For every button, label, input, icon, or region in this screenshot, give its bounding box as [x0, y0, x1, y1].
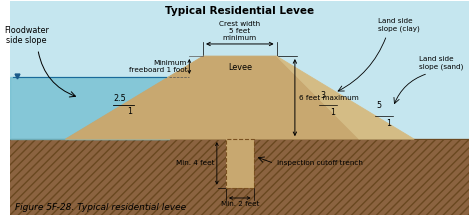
- Text: Typical Residential Levee: Typical Residential Levee: [165, 6, 314, 16]
- Text: 1: 1: [127, 106, 132, 116]
- Bar: [226, 139, 254, 188]
- Bar: [10, 1, 469, 139]
- Text: Land side
slope (sand): Land side slope (sand): [419, 56, 463, 70]
- Text: 5: 5: [377, 102, 382, 111]
- Text: Inspection cutoff trench: Inspection cutoff trench: [276, 160, 363, 166]
- Bar: [10, 139, 469, 215]
- Text: Figure 5F-28. Typical residential levee: Figure 5F-28. Typical residential levee: [15, 203, 186, 212]
- Bar: [10, 139, 469, 215]
- Text: 1: 1: [330, 108, 335, 117]
- Text: Crest width
5 feet
minimum: Crest width 5 feet minimum: [219, 21, 260, 41]
- Text: Floodwater
side slope: Floodwater side slope: [4, 26, 49, 45]
- Text: 1: 1: [386, 119, 391, 128]
- Bar: [226, 139, 254, 188]
- Text: Min. 2 feet: Min. 2 feet: [220, 202, 259, 207]
- Text: 3: 3: [321, 91, 326, 100]
- Text: Levee: Levee: [228, 63, 252, 72]
- Text: 2.5: 2.5: [114, 94, 127, 103]
- Polygon shape: [276, 56, 414, 139]
- Text: 6 feet maximum: 6 feet maximum: [300, 95, 359, 101]
- Polygon shape: [65, 56, 359, 139]
- Text: Land side
slope (clay): Land side slope (clay): [377, 18, 419, 32]
- Polygon shape: [10, 77, 169, 139]
- Polygon shape: [65, 77, 169, 139]
- Text: Min. 4 feet: Min. 4 feet: [176, 160, 215, 166]
- Text: Minimum
freeboard 1 foot: Minimum freeboard 1 foot: [128, 60, 187, 73]
